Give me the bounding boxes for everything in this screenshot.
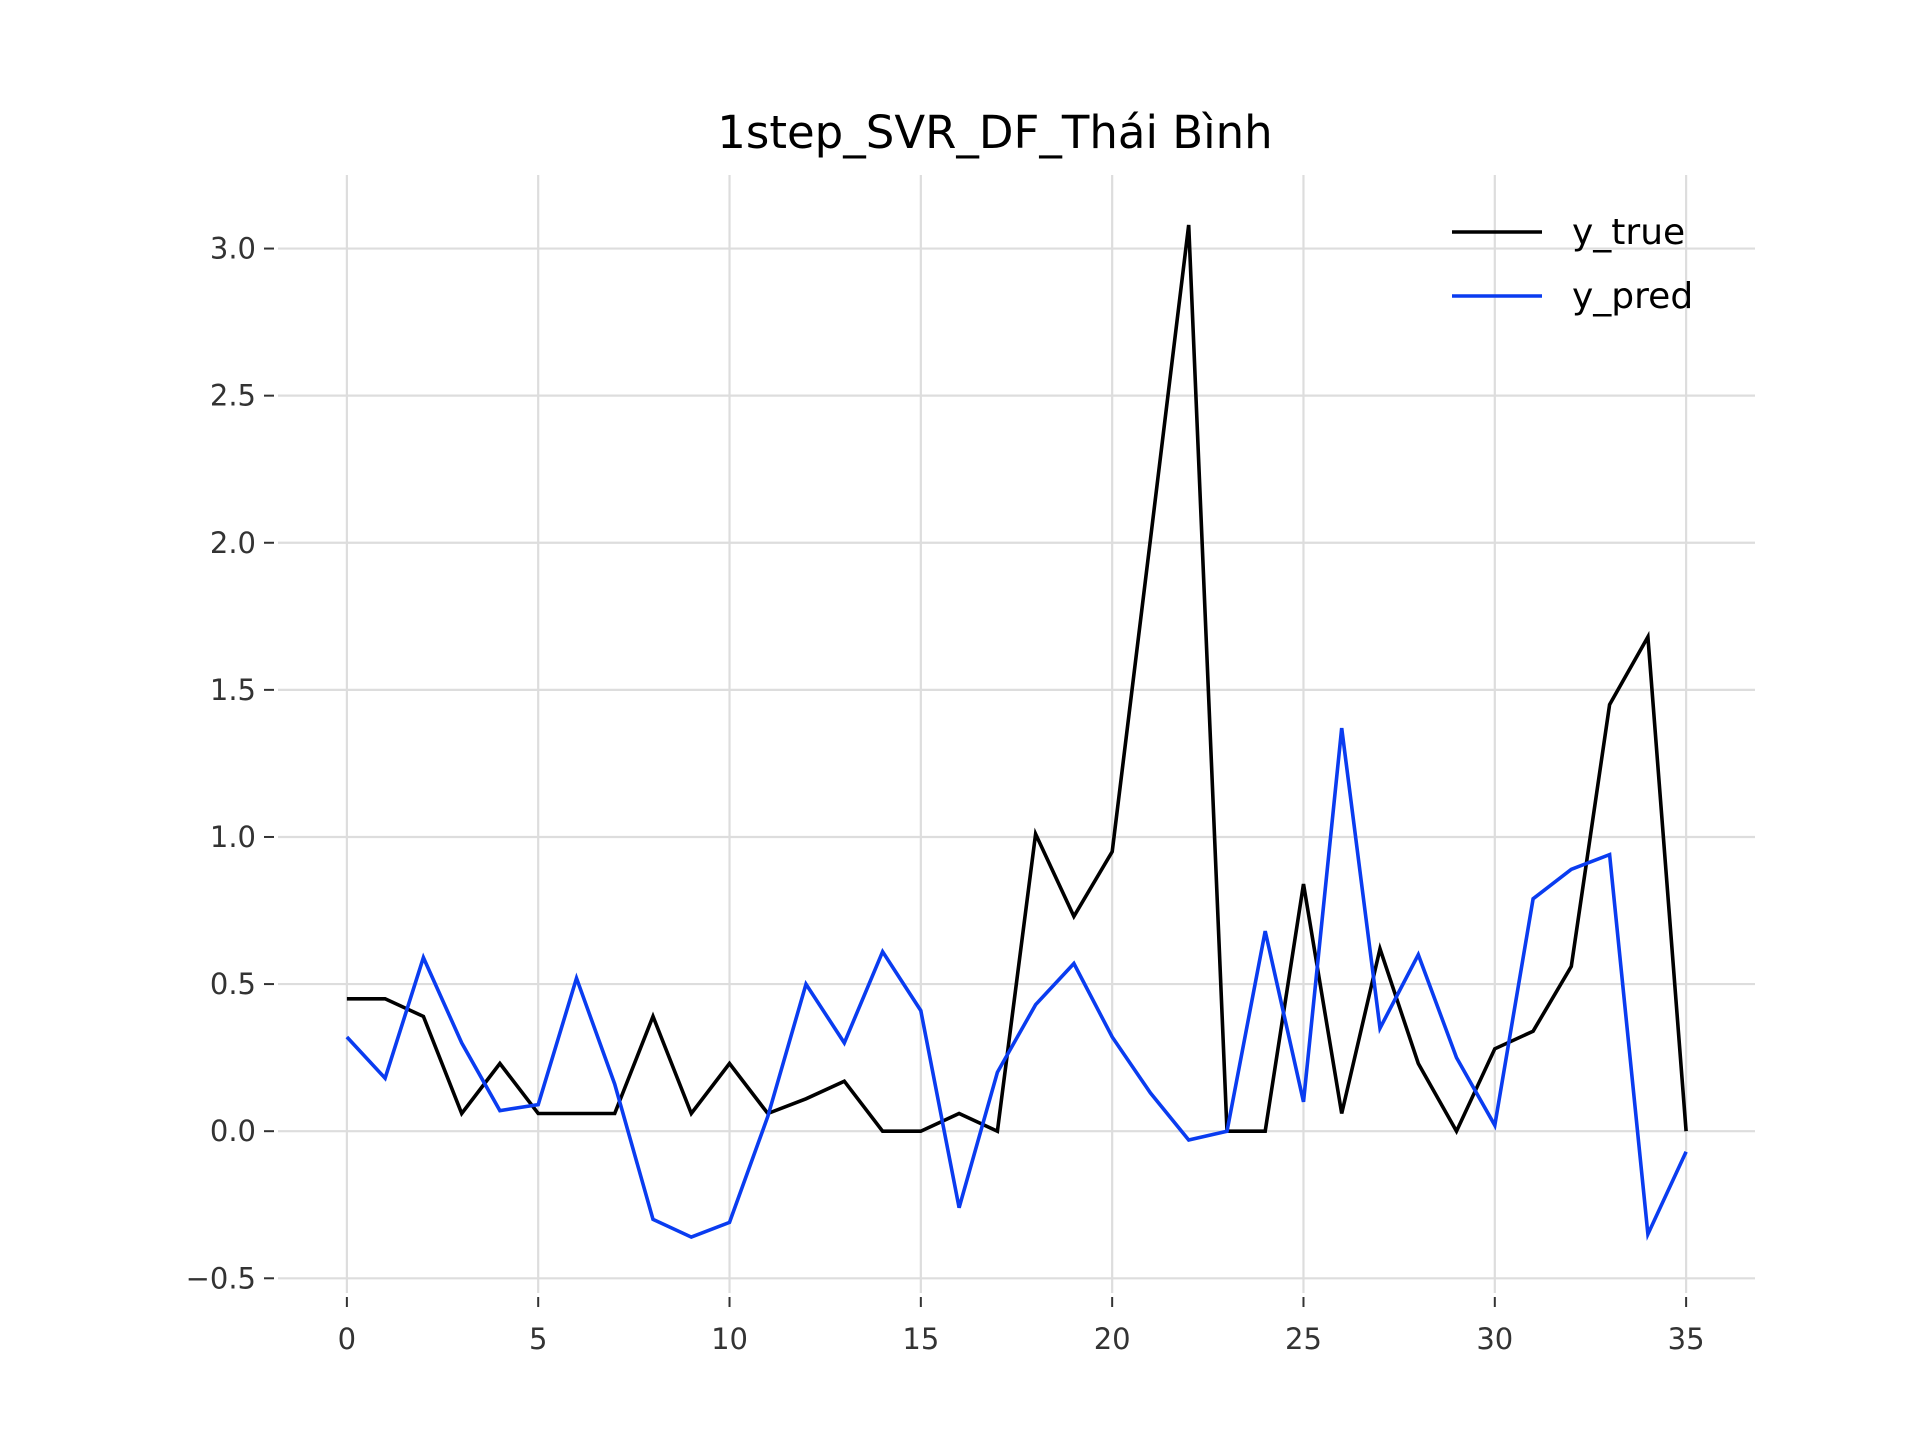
series-line-y_pred — [345, 727, 1688, 1241]
y-axis: −0.5 0.0 0.5 1.0 1.5 2.0 2.5 3.0 — [186, 232, 274, 1295]
legend: y_true y_pred — [1452, 212, 1693, 317]
y-tick-label: 1.0 — [210, 820, 256, 854]
y-tick-label: 2.0 — [210, 526, 256, 560]
series-group — [345, 224, 1688, 1241]
x-tick-label: 20 — [1094, 1322, 1131, 1356]
y-tick-label: 3.0 — [210, 232, 256, 266]
x-tick-label: 0 — [338, 1322, 356, 1356]
x-axis: 0 5 10 15 20 25 30 35 — [338, 1297, 1705, 1356]
grid — [278, 175, 1755, 1293]
x-tick-label: 25 — [1285, 1322, 1322, 1356]
x-tick-label: 5 — [529, 1322, 547, 1356]
legend-label-y_pred: y_pred — [1572, 276, 1693, 317]
y-tick-label: −0.5 — [186, 1261, 256, 1295]
chart-title: 1step_SVR_DF_Thái Bình — [717, 106, 1272, 159]
y-tick-label: 2.5 — [210, 379, 256, 413]
x-tick-label: 35 — [1668, 1322, 1705, 1356]
y-tick-label: 1.5 — [210, 673, 256, 707]
y-tick-label: 0.5 — [210, 967, 256, 1001]
y-tick-label: 0.0 — [210, 1114, 256, 1148]
series-line-y_true — [346, 224, 1688, 1136]
legend-label-y_true: y_true — [1572, 212, 1685, 253]
x-tick-label: 15 — [902, 1322, 939, 1356]
x-tick-label: 30 — [1476, 1322, 1513, 1356]
x-tick-label: 10 — [711, 1322, 748, 1356]
